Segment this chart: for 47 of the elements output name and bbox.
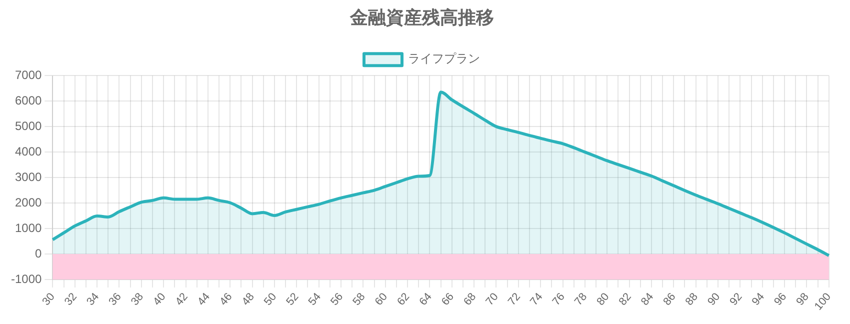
y-tick-label: 3000 — [14, 170, 42, 184]
x-tick-label: 30 — [40, 290, 58, 308]
x-tick-label: 38 — [128, 290, 146, 308]
x-tick-label: 64 — [417, 290, 434, 308]
y-tick-label: 4000 — [14, 144, 42, 158]
x-tick-label: 80 — [594, 290, 612, 308]
chart-title: 金融資産残高推移 — [349, 7, 494, 28]
legend-label: ライフプラン — [408, 52, 480, 66]
y-tick-label: 2000 — [14, 195, 42, 210]
x-tick-label: 44 — [195, 290, 213, 308]
x-tick-label: 84 — [639, 290, 656, 308]
x-tick-label: 90 — [706, 290, 723, 308]
x-tick-label: 32 — [62, 290, 80, 308]
x-tick-label: 34 — [84, 290, 102, 308]
x-tick-label: 60 — [372, 290, 390, 308]
x-tick-label: 62 — [395, 290, 412, 308]
y-tick-label: 6000 — [14, 93, 42, 108]
y-tick-label: -1000 — [10, 272, 42, 286]
x-tick-label: 76 — [550, 290, 568, 308]
x-tick-label: 54 — [306, 290, 324, 308]
x-tick-label: 58 — [350, 290, 368, 308]
x-tick-label: 42 — [173, 290, 190, 308]
x-tick-label: 100 — [812, 290, 834, 313]
x-tick-label: 56 — [328, 290, 346, 308]
y-tick-label: 1000 — [14, 220, 42, 235]
x-tick-label: 82 — [616, 290, 634, 308]
x-tick-label: 88 — [683, 290, 700, 308]
x-tick-label: 72 — [506, 290, 524, 308]
y-tick-label: 7000 — [14, 68, 42, 82]
x-tick-label: 92 — [728, 290, 745, 308]
x-tick-label: 98 — [794, 290, 812, 308]
x-tick-label: 50 — [262, 290, 280, 308]
y-tick-label: 5000 — [14, 118, 42, 133]
y-tick-label: 0 — [35, 246, 42, 260]
x-tick-label: 66 — [439, 290, 456, 308]
x-tick-label: 86 — [661, 290, 678, 308]
x-tick-label: 40 — [151, 290, 168, 308]
x-tick-label: 70 — [484, 290, 501, 308]
x-tick-label: 74 — [528, 290, 546, 308]
x-tick-label: 96 — [772, 290, 790, 308]
x-tick-label: 78 — [572, 290, 590, 308]
x-tick-label: 68 — [462, 290, 479, 308]
x-tick-label: 52 — [284, 290, 302, 308]
x-tick-label: 46 — [218, 290, 235, 308]
x-tick-label: 48 — [240, 290, 257, 308]
x-tick-label: 94 — [750, 290, 767, 308]
x-tick-label: 36 — [106, 290, 124, 308]
